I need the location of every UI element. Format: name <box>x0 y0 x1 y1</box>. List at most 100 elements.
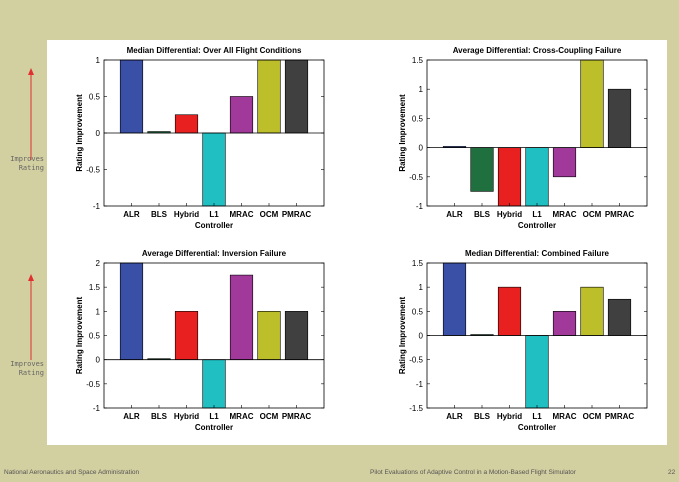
x-tick-label: Hybrid <box>497 412 522 421</box>
bar-ocm <box>580 59 604 148</box>
y-tick-label: -1 <box>93 404 101 413</box>
chart-title: Median Differential: Over All Flight Con… <box>127 46 302 55</box>
y-tick-label: 1 <box>419 283 424 292</box>
bar-ocm <box>580 286 604 336</box>
side-annotation-bottom: Improves Rating <box>0 268 46 388</box>
x-tick-label: PMRAC <box>605 210 635 219</box>
x-tick-label: L1 <box>209 210 219 219</box>
x-tick-label: MRAC <box>553 210 577 219</box>
x-axis-label: Controller <box>518 423 556 432</box>
bar-pmrac <box>284 59 309 134</box>
bar-mrac <box>229 96 254 134</box>
y-tick-label: 0.5 <box>89 332 101 341</box>
x-tick-label: L1 <box>532 412 542 421</box>
x-tick-label: ALR <box>123 412 140 421</box>
bar-bls <box>470 147 494 192</box>
x-tick-label: MRAC <box>553 412 577 421</box>
bar-l1 <box>202 132 226 207</box>
bar-pmrac <box>607 88 632 148</box>
x-tick-label: OCM <box>260 210 279 219</box>
x-tick-label: L1 <box>209 412 219 421</box>
y-tick-label: 1 <box>96 56 101 65</box>
x-tick-label: MRAC <box>230 210 254 219</box>
x-axis-label: Controller <box>195 423 233 432</box>
up-arrow-icon <box>28 274 34 360</box>
x-axis-label: Controller <box>518 221 556 230</box>
x-tick-label: BLS <box>151 412 168 421</box>
y-tick-label: -0.5 <box>409 173 423 182</box>
page-number: 22 <box>668 469 676 476</box>
x-tick-label: BLS <box>474 210 491 219</box>
improves-rating-label: Improves Rating <box>10 155 44 172</box>
x-tick-label: OCM <box>583 210 602 219</box>
y-tick-label: 1.5 <box>412 56 424 65</box>
up-arrow-icon <box>28 68 34 160</box>
x-tick-label: Hybrid <box>174 412 199 421</box>
bar-mrac <box>552 311 577 336</box>
x-tick-label: BLS <box>151 210 168 219</box>
chart-title: Median Differential: Combined Failure <box>465 249 610 258</box>
y-tick-label: -1 <box>416 380 424 389</box>
chart-title: Average Differential: Cross-Coupling Fai… <box>453 46 622 55</box>
y-tick-label: -0.5 <box>86 380 100 389</box>
bar-mrac <box>229 274 254 360</box>
x-tick-label: PMRAC <box>282 210 312 219</box>
bar-alr <box>442 262 467 336</box>
bar-hybrid <box>497 147 522 207</box>
y-tick-label: -1 <box>416 202 424 211</box>
y-tick-label: -1.5 <box>409 404 423 413</box>
bar-pmrac <box>284 311 309 360</box>
y-tick-label: 1.5 <box>412 259 424 268</box>
bar-chart-3: -1 -0.5 0 0.5 1 1.5 2 ALR BLS Hybrid L1 MRAC OCM PMRA… <box>75 249 325 432</box>
bar-ocm <box>257 59 281 134</box>
x-tick-label: ALR <box>446 210 463 219</box>
bar-l1 <box>525 335 549 409</box>
y-tick-label: 0 <box>419 144 424 153</box>
bar-hybrid <box>174 311 199 360</box>
x-tick-label: MRAC <box>230 412 254 421</box>
bar-chart-4: -1.5 -1 -0.5 0 0.5 1 1.5 ALR BLS Hybrid L1 MRAC OCM P… <box>398 249 648 432</box>
x-tick-label: Hybrid <box>174 210 199 219</box>
y-tick-label: 1.5 <box>89 283 101 292</box>
bar-alr <box>119 262 144 360</box>
x-tick-label: BLS <box>474 412 491 421</box>
chart-title: Average Differential: Inversion Failure <box>142 249 287 258</box>
x-tick-label: L1 <box>532 210 542 219</box>
x-tick-label: OCM <box>583 412 602 421</box>
y-axis-label: Rating Improvement <box>75 94 84 172</box>
footer-left: National Aeronautics and Space Administr… <box>4 469 140 476</box>
y-tick-label: 0.5 <box>412 307 424 316</box>
bar-mrac <box>552 147 577 178</box>
y-tick-label: 0 <box>96 356 101 365</box>
y-axis-label: Rating Improvement <box>398 296 407 374</box>
side-annotation-top: Improves Rating <box>0 60 46 180</box>
y-axis-label: Rating Improvement <box>75 296 84 374</box>
y-tick-label: -0.5 <box>409 356 423 365</box>
improves-rating-label: Improves Rating <box>10 360 44 377</box>
x-tick-label: PMRAC <box>282 412 312 421</box>
y-tick-label: 0 <box>96 129 101 138</box>
bar-ocm <box>257 311 281 360</box>
x-tick-label: ALR <box>123 210 140 219</box>
x-tick-label: PMRAC <box>605 412 635 421</box>
x-tick-label: ALR <box>446 412 463 421</box>
bar-pmrac <box>607 298 632 336</box>
bar-chart-1: -1 -0.5 0 0.5 1 ALR BLS Hybrid L1 MRAC OCM PMRAC Med… <box>75 46 325 230</box>
bar-chart-2: -1 -0.5 0 0.5 1 1.5 ALR BLS Hybrid L1 MRAC OCM PMRAC… <box>398 46 648 230</box>
y-tick-label: 1 <box>96 307 101 316</box>
y-tick-label: 0.5 <box>412 114 424 123</box>
x-tick-label: Hybrid <box>497 210 522 219</box>
bar-alr <box>119 59 144 134</box>
bar-hybrid <box>174 114 199 134</box>
y-axis-label: Rating Improvement <box>398 94 407 172</box>
bar-hybrid <box>497 286 522 336</box>
y-tick-label: 0.5 <box>89 93 101 102</box>
x-axis-label: Controller <box>195 221 233 230</box>
y-tick-label: 1 <box>419 85 424 94</box>
bar-l1 <box>525 147 549 207</box>
y-tick-label: -0.5 <box>86 166 100 175</box>
y-tick-label: -1 <box>93 202 101 211</box>
bar-l1 <box>202 359 226 409</box>
y-tick-label: 0 <box>419 332 424 341</box>
